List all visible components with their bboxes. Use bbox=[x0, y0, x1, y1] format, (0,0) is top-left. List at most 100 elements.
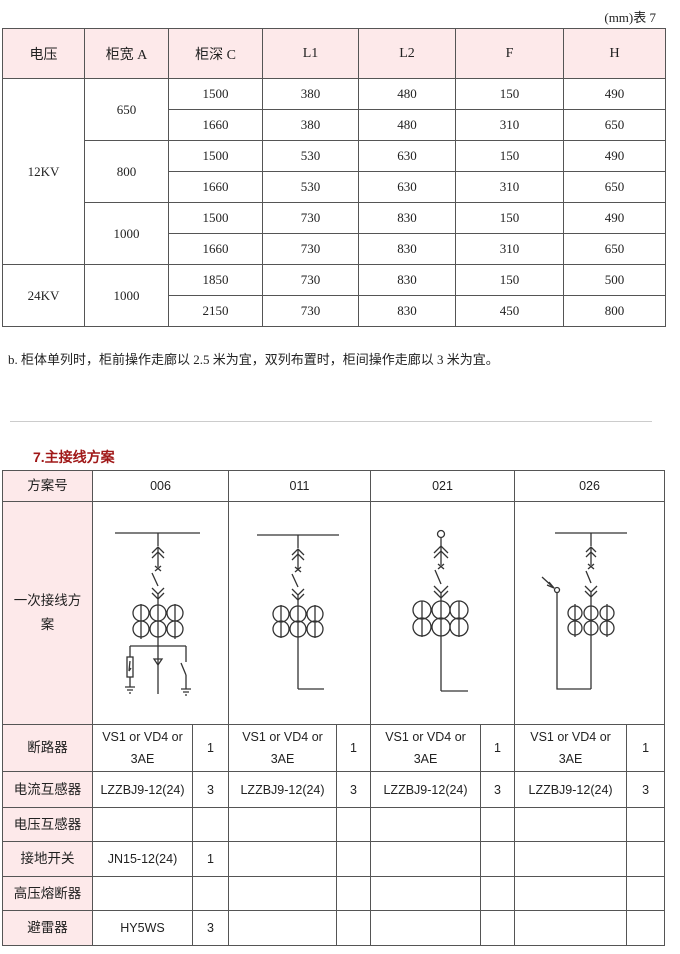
value-cell: 1500 bbox=[168, 202, 263, 234]
model-cell bbox=[92, 807, 193, 842]
value-cell: 1850 bbox=[168, 264, 263, 296]
model-cell: VS1 or VD4 or 3AE bbox=[92, 724, 193, 772]
value-cell: 830 bbox=[358, 233, 456, 265]
wiring-diagram-026 bbox=[541, 532, 628, 690]
header-cell: 电压 bbox=[2, 28, 85, 79]
header-cell: L1 bbox=[262, 28, 359, 79]
value-cell: 2150 bbox=[168, 295, 263, 327]
width-cell: 1000 bbox=[84, 264, 169, 327]
value-cell: 1660 bbox=[168, 233, 263, 265]
header-cell: H bbox=[563, 28, 666, 79]
quantity-cell bbox=[191, 876, 230, 911]
quantity-cell: 1 bbox=[191, 724, 230, 772]
quantity-cell: 3 bbox=[626, 771, 666, 808]
value-cell: 490 bbox=[563, 78, 666, 110]
component-label: 断路器 bbox=[2, 724, 93, 772]
component-row: 接地开关 JN15-12(24) 1 bbox=[2, 841, 666, 877]
quantity-cell: 3 bbox=[336, 771, 372, 808]
component-label: 电压互感器 bbox=[2, 807, 93, 842]
model-cell: VS1 or VD4 or 3AE bbox=[228, 724, 338, 772]
table-row: 1660 730 830 310 650 bbox=[3, 233, 666, 265]
quantity-cell bbox=[626, 910, 666, 946]
model-cell: VS1 or VD4 or 3AE bbox=[514, 724, 628, 772]
table-row: 1660 380 480 310 650 bbox=[3, 109, 666, 141]
component-row: 电压互感器 bbox=[2, 807, 666, 842]
quantity-cell bbox=[626, 807, 666, 842]
component-row: 高压熔断器 bbox=[2, 876, 666, 911]
value-cell: 530 bbox=[262, 140, 359, 172]
table-row: 2150 730 830 450 800 bbox=[3, 295, 666, 327]
value-cell: 310 bbox=[455, 171, 564, 203]
scheme-number: 011 bbox=[228, 470, 372, 502]
value-cell: 830 bbox=[358, 295, 456, 327]
width-cell: 800 bbox=[84, 140, 169, 203]
value-cell: 380 bbox=[262, 109, 359, 141]
value-cell: 310 bbox=[455, 233, 564, 265]
value-cell: 490 bbox=[563, 140, 666, 172]
scheme-number: 021 bbox=[370, 470, 516, 502]
model-cell: LZZBJ9-12(24) bbox=[228, 771, 338, 808]
quantity-cell bbox=[336, 910, 372, 946]
table-row: 800 1500 530 630 150 490 bbox=[3, 140, 666, 203]
model-cell: LZZBJ9-12(24) bbox=[92, 771, 193, 808]
quantity-cell bbox=[191, 807, 230, 842]
table-row: 12KV 650 1500 380 480 150 490 bbox=[2, 78, 666, 265]
table-row: 24KV 1000 1850 730 830 150 500 bbox=[2, 264, 666, 327]
quantity-cell bbox=[626, 876, 666, 911]
value-cell: 1500 bbox=[168, 78, 263, 110]
value-cell: 830 bbox=[358, 202, 456, 234]
model-cell: JN15-12(24) bbox=[92, 841, 193, 877]
value-cell: 530 bbox=[262, 171, 359, 203]
voltage-cell: 12KV bbox=[2, 78, 85, 265]
width-cell: 650 bbox=[84, 78, 169, 141]
value-cell: 450 bbox=[455, 295, 564, 327]
value-cell: 1660 bbox=[168, 109, 263, 141]
value-cell: 830 bbox=[358, 264, 456, 296]
quantity-cell: 3 bbox=[191, 910, 230, 946]
model-cell bbox=[370, 876, 482, 911]
model-cell: LZZBJ9-12(24) bbox=[514, 771, 628, 808]
model-cell bbox=[370, 910, 482, 946]
value-cell: 730 bbox=[262, 202, 359, 234]
diagram-cell-021 bbox=[370, 501, 516, 725]
diagram-row: 一次接线方案 bbox=[2, 501, 666, 725]
value-cell: 650 bbox=[563, 171, 666, 203]
value-cell: 150 bbox=[455, 202, 564, 234]
value-cell: 380 bbox=[262, 78, 359, 110]
diagram-label: 一次接线方案 bbox=[2, 501, 93, 725]
section-title: 7.主接线方案 bbox=[33, 449, 115, 465]
model-cell bbox=[370, 807, 482, 842]
wiring-diagram-021 bbox=[412, 529, 469, 692]
component-row: 断路器 VS1 or VD4 or 3AE 1 VS1 or VD4 or 3AE 1 V… bbox=[2, 724, 666, 772]
value-cell: 630 bbox=[358, 171, 456, 203]
quantity-cell bbox=[626, 841, 666, 877]
value-cell: 1660 bbox=[168, 171, 263, 203]
scheme-header-row: 方案号 006 011 021 026 bbox=[2, 470, 666, 502]
value-cell: 310 bbox=[455, 109, 564, 141]
value-cell: 800 bbox=[563, 295, 666, 327]
table-caption: (mm)表 7 bbox=[604, 10, 656, 25]
model-cell bbox=[228, 841, 338, 877]
model-cell bbox=[370, 841, 482, 877]
note-text: b. 柜体单列时，柜前操作走廊以 2.5 米为宜，双列布置时，柜间操作走廊以 3… bbox=[8, 352, 499, 367]
component-label: 接地开关 bbox=[2, 841, 93, 877]
wiring-diagram-011 bbox=[257, 534, 340, 690]
value-cell: 650 bbox=[563, 233, 666, 265]
voltage-cell: 24KV bbox=[2, 264, 85, 327]
value-cell: 480 bbox=[358, 78, 456, 110]
model-cell bbox=[514, 910, 628, 946]
quantity-cell: 1 bbox=[336, 724, 372, 772]
quantity-cell: 3 bbox=[191, 771, 230, 808]
dimension-table: 电压 柜宽 A 柜深 C L1 L2 F H 12KV 650 1500 380 480… bbox=[2, 28, 666, 327]
value-cell: 1500 bbox=[168, 140, 263, 172]
model-cell bbox=[228, 910, 338, 946]
model-cell bbox=[514, 807, 628, 842]
model-cell bbox=[514, 876, 628, 911]
quantity-cell: 1 bbox=[191, 841, 230, 877]
model-cell bbox=[92, 876, 193, 911]
model-cell: VS1 or VD4 or 3AE bbox=[370, 724, 482, 772]
quantity-cell bbox=[336, 841, 372, 877]
header-cell: L2 bbox=[358, 28, 456, 79]
component-label: 电流互感器 bbox=[2, 771, 93, 808]
component-label: 避雷器 bbox=[2, 910, 93, 946]
